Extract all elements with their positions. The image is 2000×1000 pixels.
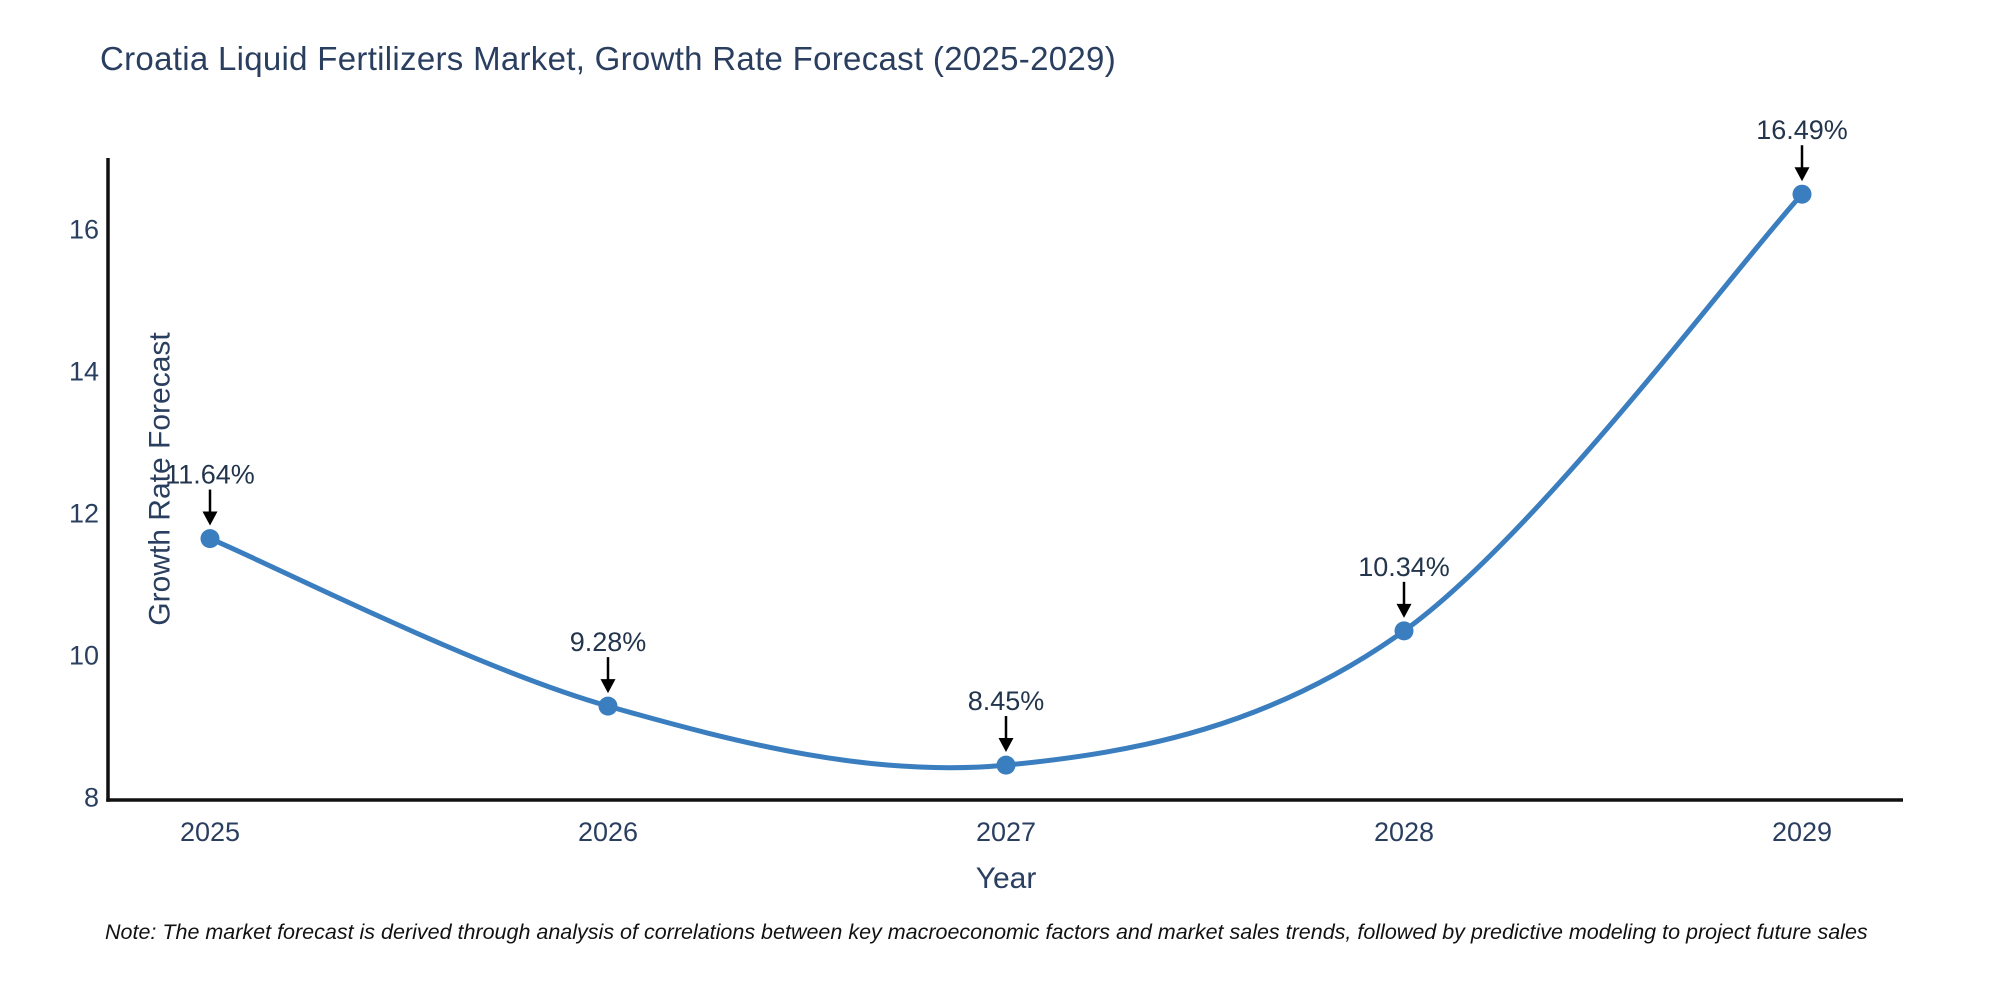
y-tick-label: 8 <box>84 783 99 813</box>
y-tick-label: 12 <box>69 499 99 529</box>
annotation-label: 11.64% <box>165 460 255 490</box>
data-point-marker <box>598 696 618 716</box>
x-axis-title: Year <box>975 862 1037 895</box>
data-point-marker <box>1394 621 1414 641</box>
x-tick-label: 2027 <box>976 817 1036 847</box>
annotation-label: 9.28% <box>570 627 647 657</box>
x-tick-label: 2028 <box>1374 817 1434 847</box>
x-tick-label: 2029 <box>1772 817 1832 847</box>
y-tick-label: 10 <box>69 641 99 671</box>
annotation-arrow-head <box>998 738 1014 753</box>
y-tick-label: 16 <box>69 215 99 245</box>
data-point-marker <box>996 755 1016 775</box>
y-axis-title: Growth Rate Forecast <box>143 332 177 626</box>
y-tick-label: 14 <box>69 357 99 387</box>
annotation-arrow-head <box>600 679 616 694</box>
data-point-marker <box>200 529 220 549</box>
trend-line <box>207 191 1805 771</box>
annotation-arrow-head <box>1794 167 1810 182</box>
annotation-label: 16.49% <box>1756 115 1848 145</box>
chart-title: Croatia Liquid Fertilizers Market, Growt… <box>100 40 1116 77</box>
chart-footnote: Note: The market forecast is derived thr… <box>105 920 1868 944</box>
data-point-marker <box>1792 184 1812 204</box>
x-tick-label: 2025 <box>180 817 240 847</box>
annotation-arrow-head <box>1396 603 1412 618</box>
annotation-arrow-head <box>202 511 218 526</box>
x-tick-label: 2026 <box>578 817 638 847</box>
annotation-label: 8.45% <box>968 686 1045 716</box>
annotation-label: 10.34% <box>1358 552 1450 582</box>
